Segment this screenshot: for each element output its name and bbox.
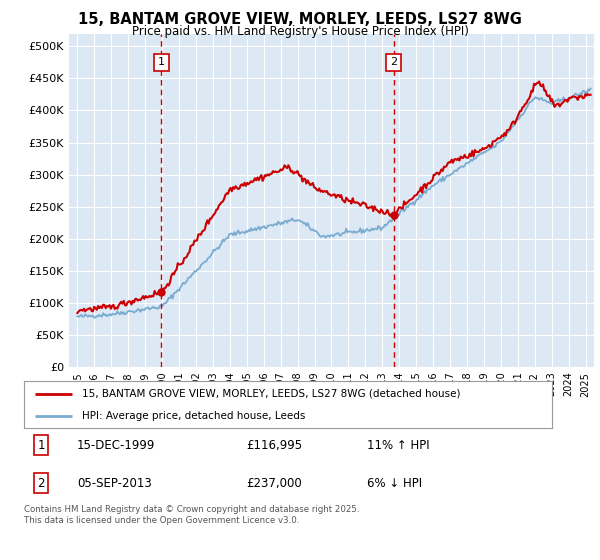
Text: 6% ↓ HPI: 6% ↓ HPI <box>367 477 422 490</box>
Text: 1: 1 <box>37 439 45 452</box>
Text: 11% ↑ HPI: 11% ↑ HPI <box>367 439 430 452</box>
Text: £237,000: £237,000 <box>246 477 302 490</box>
Text: 15, BANTAM GROVE VIEW, MORLEY, LEEDS, LS27 8WG (detached house): 15, BANTAM GROVE VIEW, MORLEY, LEEDS, LS… <box>82 389 461 399</box>
Text: HPI: Average price, detached house, Leeds: HPI: Average price, detached house, Leed… <box>82 410 305 421</box>
Text: 15-DEC-1999: 15-DEC-1999 <box>77 439 155 452</box>
Text: 05-SEP-2013: 05-SEP-2013 <box>77 477 152 490</box>
Text: 2: 2 <box>37 477 45 490</box>
Text: Contains HM Land Registry data © Crown copyright and database right 2025.
This d: Contains HM Land Registry data © Crown c… <box>24 505 359 525</box>
Text: Price paid vs. HM Land Registry's House Price Index (HPI): Price paid vs. HM Land Registry's House … <box>131 25 469 38</box>
Text: £116,995: £116,995 <box>246 439 302 452</box>
Text: 1: 1 <box>158 58 165 67</box>
Text: 15, BANTAM GROVE VIEW, MORLEY, LEEDS, LS27 8WG: 15, BANTAM GROVE VIEW, MORLEY, LEEDS, LS… <box>78 12 522 27</box>
Text: 2: 2 <box>390 58 397 67</box>
